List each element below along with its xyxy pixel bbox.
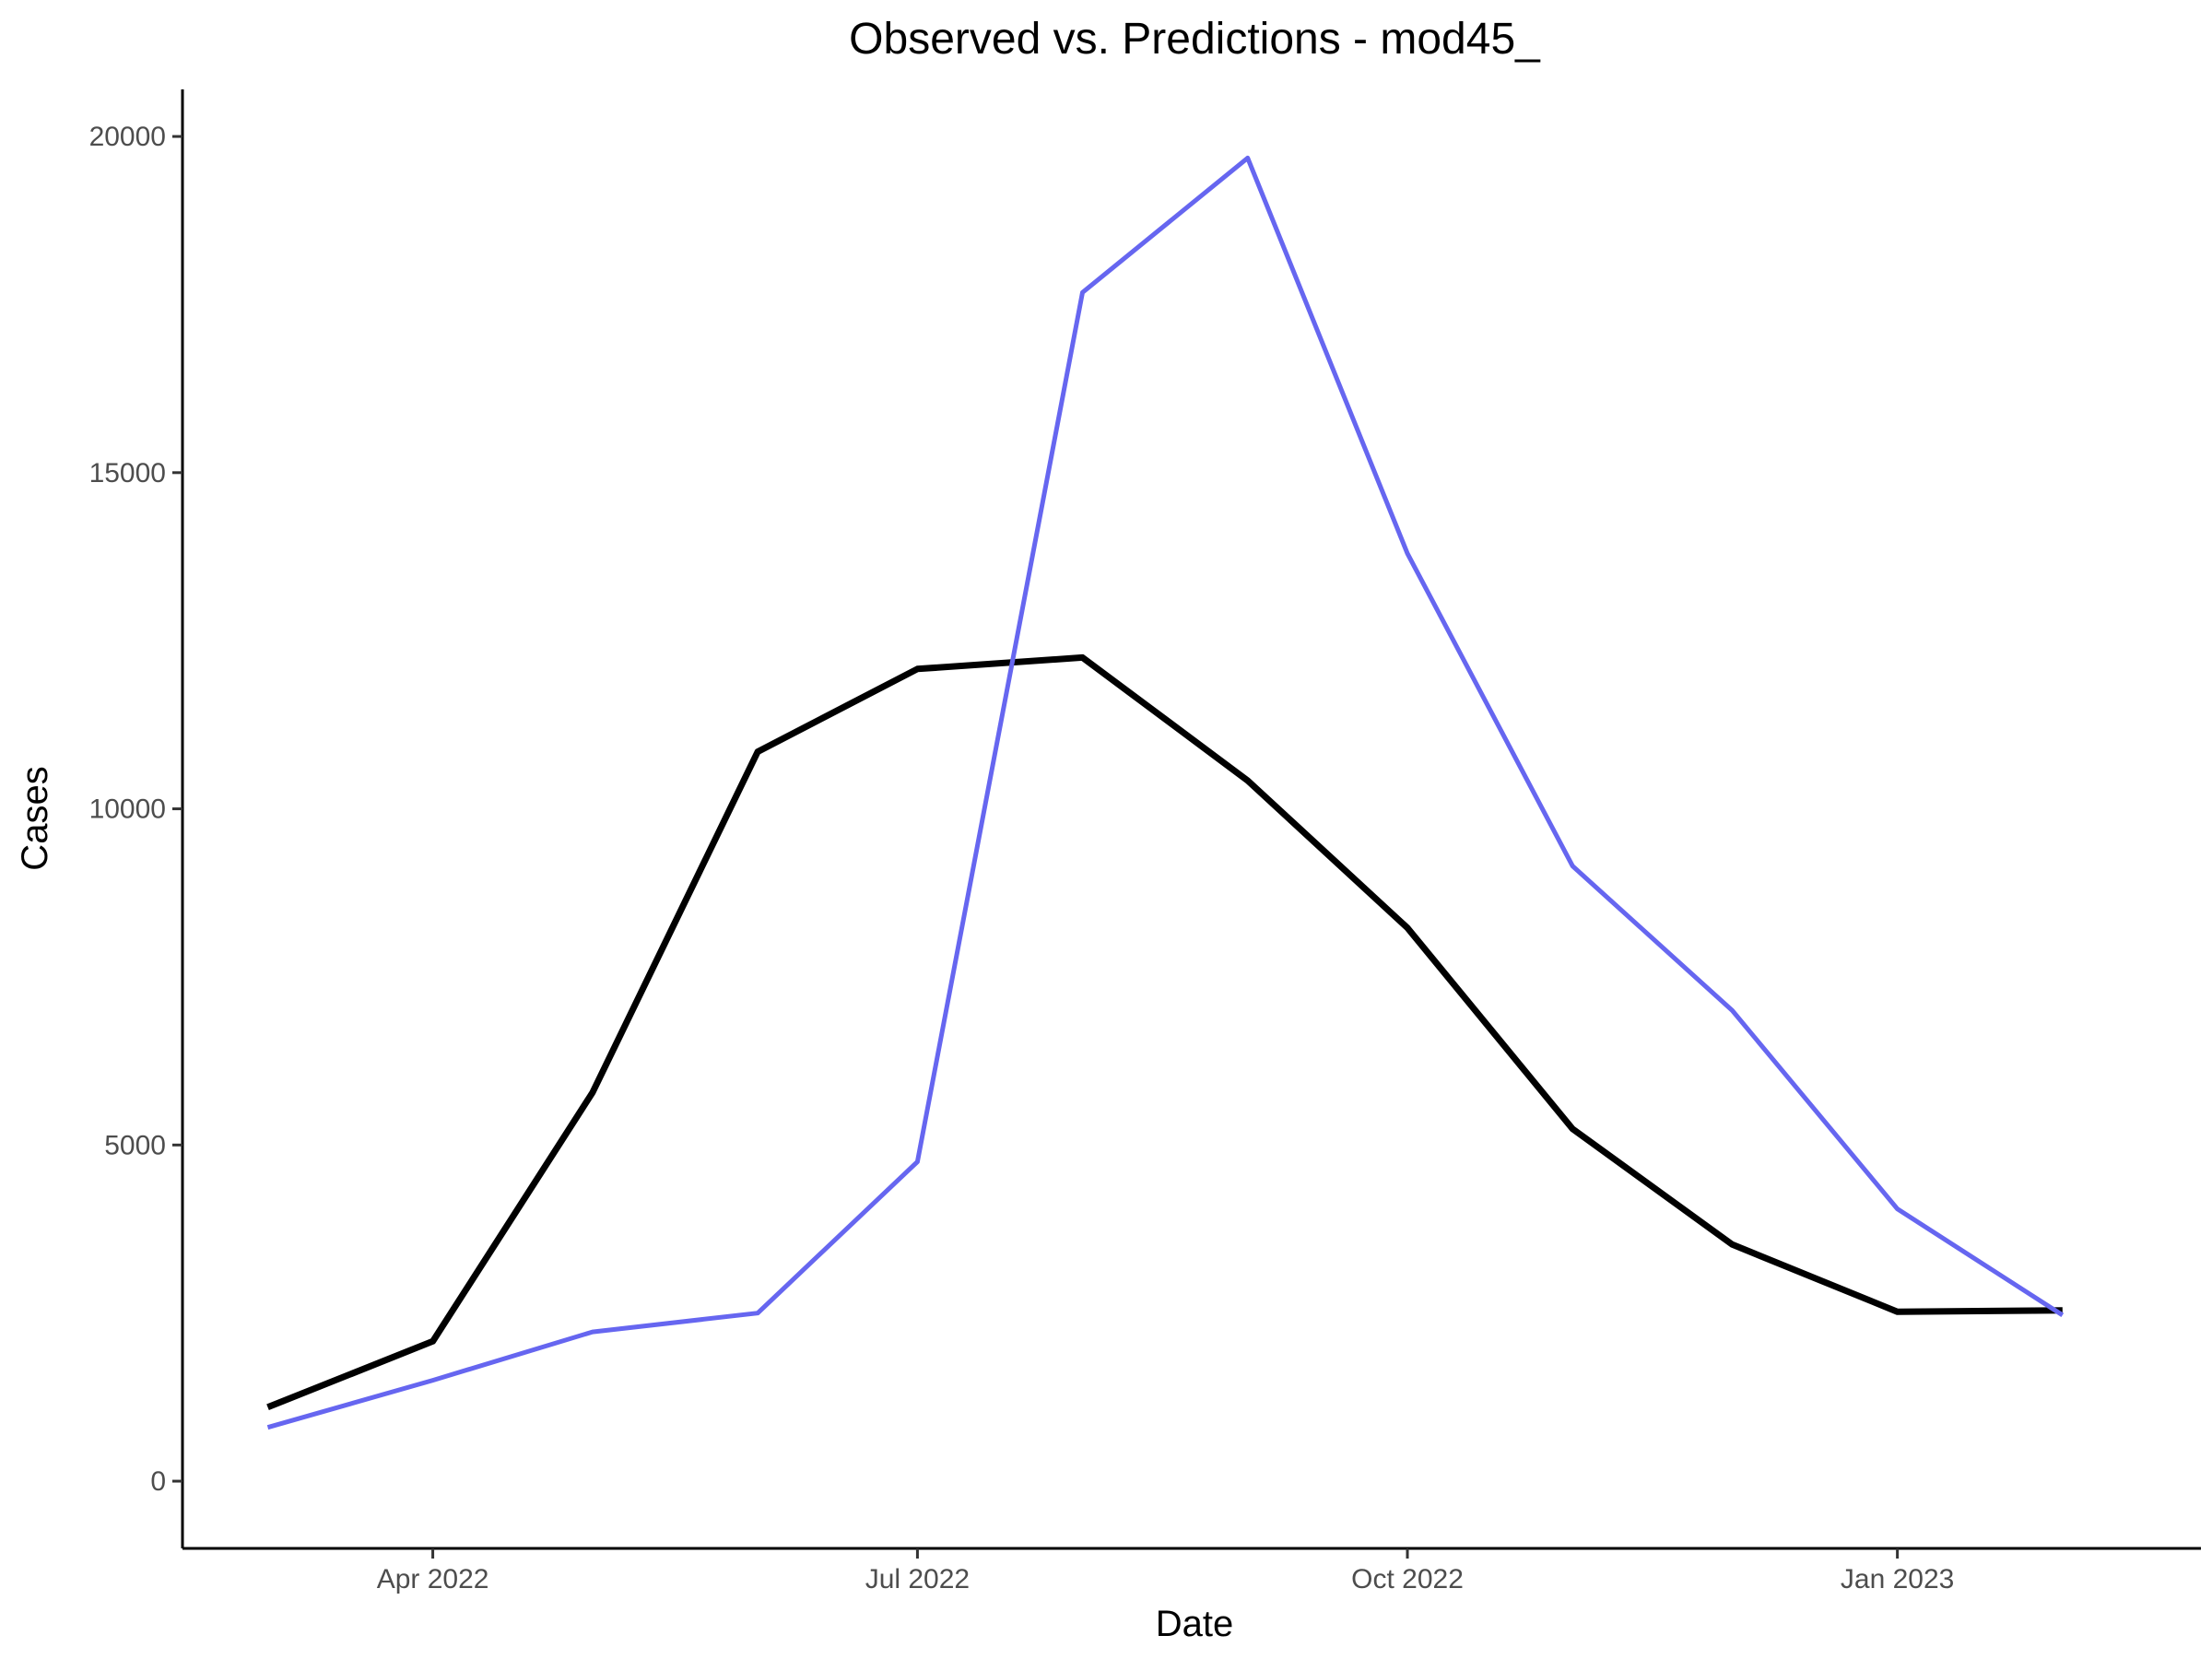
x-tick-label: Oct 2022	[1351, 1564, 1464, 1594]
x-axis-title: Date	[1156, 1604, 1234, 1644]
y-axis-title: Cases	[15, 766, 55, 870]
y-tick-label: 15000	[89, 458, 166, 488]
series-line-observed	[266, 653, 2063, 1411]
y-tick-label: 20000	[89, 122, 166, 152]
x-axis-ticks: Apr 2022 Jul 2022 Oct 2022 Jan 2023	[377, 1548, 1954, 1594]
x-tick-label: Apr 2022	[377, 1564, 489, 1594]
chart-title: Observed vs. Predictions - mod45_	[849, 15, 1541, 64]
y-tick-label: 0	[150, 1466, 166, 1497]
y-axis-ticks: 0 5000 10000 15000 20000	[89, 122, 182, 1497]
series-layer	[266, 155, 2065, 1430]
y-tick-label: 10000	[89, 794, 166, 825]
x-tick-label: Jul 2022	[865, 1564, 970, 1594]
plot-area: 0 5000 10000 15000 20000 Apr 2022 Jul 2022 Oct…	[89, 89, 2201, 1594]
x-tick-label: Jan 2023	[1841, 1564, 1954, 1594]
series-line-predicted	[266, 155, 2065, 1430]
y-tick-label: 5000	[104, 1130, 166, 1160]
